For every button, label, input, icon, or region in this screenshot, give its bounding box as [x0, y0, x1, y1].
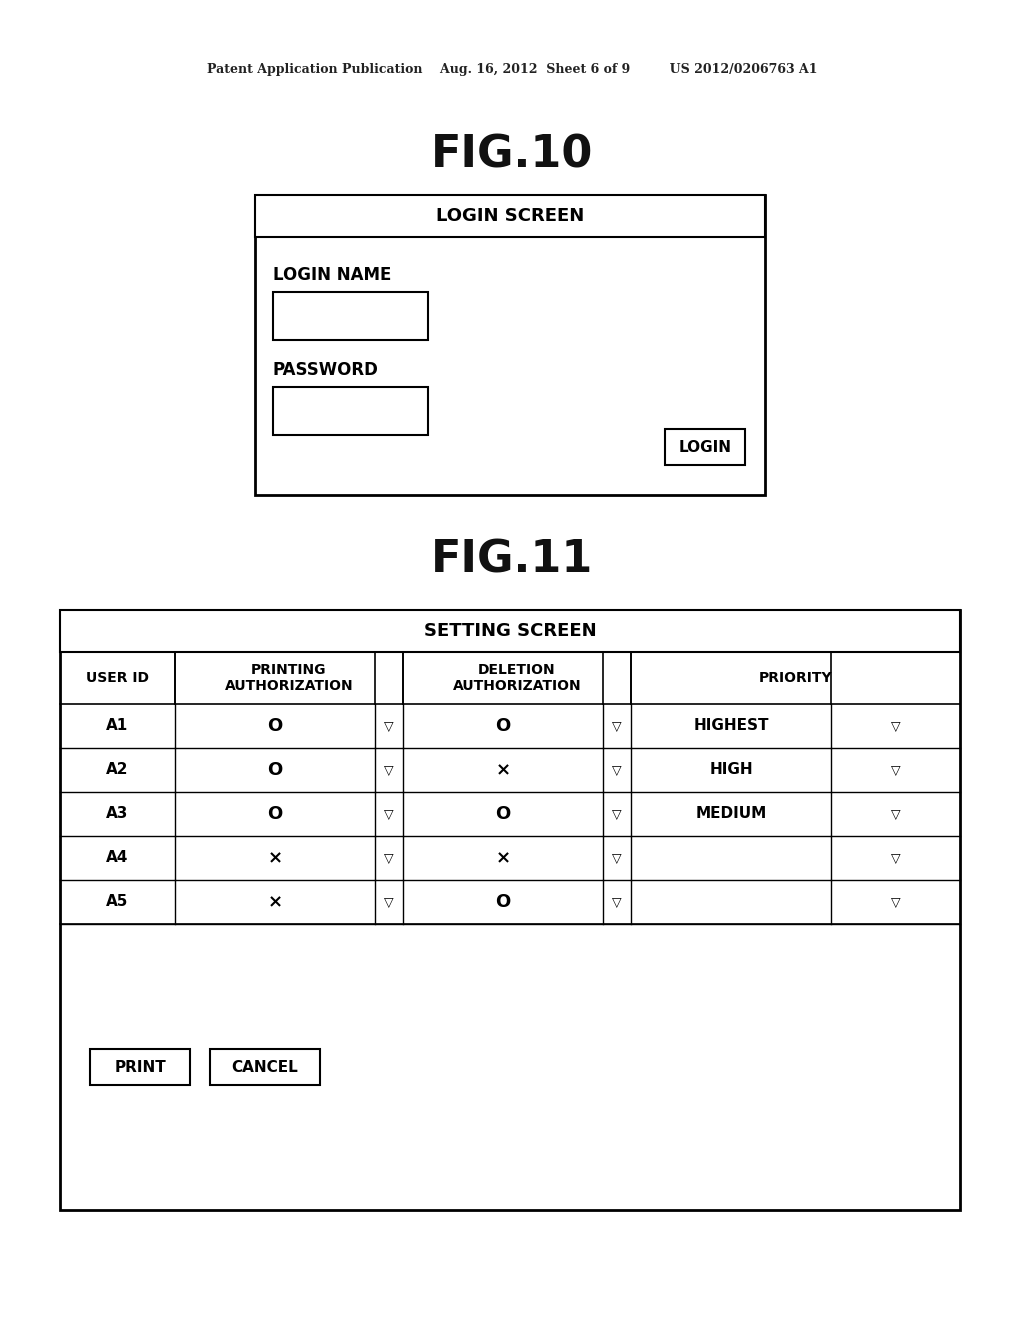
Text: ×: ×	[267, 894, 283, 911]
Text: LOGIN NAME: LOGIN NAME	[273, 267, 391, 284]
Text: FIG.10: FIG.10	[431, 133, 593, 177]
Text: ▽: ▽	[612, 895, 622, 908]
Text: ▽: ▽	[612, 851, 622, 865]
Text: ▽: ▽	[612, 719, 622, 733]
Text: PRINTING
AUTHORIZATION: PRINTING AUTHORIZATION	[224, 663, 353, 693]
Text: ▽: ▽	[891, 808, 900, 821]
Text: A5: A5	[106, 895, 129, 909]
Text: FIG.11: FIG.11	[431, 539, 593, 582]
Text: ▽: ▽	[384, 851, 394, 865]
Text: ▽: ▽	[612, 763, 622, 776]
Text: LOGIN: LOGIN	[679, 440, 731, 454]
Text: DELETION
AUTHORIZATION: DELETION AUTHORIZATION	[453, 663, 582, 693]
Bar	[273, 387, 428, 436]
Text: CANCEL: CANCEL	[231, 1060, 298, 1074]
Text: ▽: ▽	[891, 851, 900, 865]
Bar	[210, 1049, 319, 1085]
Text: LOGIN SCREEN: LOGIN SCREEN	[436, 207, 584, 224]
Text: ×: ×	[267, 849, 283, 867]
Text: ▽: ▽	[384, 763, 394, 776]
Bar	[665, 429, 745, 465]
Text: O: O	[267, 805, 283, 822]
Text: HIGH: HIGH	[710, 763, 753, 777]
Text: ×: ×	[496, 849, 511, 867]
Text: HIGHEST: HIGHEST	[693, 718, 769, 734]
Text: ▽: ▽	[384, 808, 394, 821]
Text: SETTING SCREEN: SETTING SCREEN	[424, 622, 596, 640]
Text: O: O	[496, 894, 511, 911]
Text: O: O	[267, 717, 283, 735]
Text: ×: ×	[496, 762, 511, 779]
Bar	[273, 292, 428, 341]
Text: A2: A2	[106, 763, 129, 777]
Text: PASSWORD: PASSWORD	[273, 360, 379, 379]
Text: ▽: ▽	[891, 763, 900, 776]
Text: A4: A4	[106, 850, 129, 866]
Text: O: O	[267, 762, 283, 779]
Text: ▽: ▽	[384, 895, 394, 908]
Text: PRINT: PRINT	[114, 1060, 166, 1074]
Text: ▽: ▽	[891, 895, 900, 908]
Bar	[60, 610, 961, 652]
Bar	[255, 195, 765, 238]
Bar	[255, 195, 765, 495]
Bar	[90, 1049, 190, 1085]
Text: O: O	[496, 717, 511, 735]
Text: MEDIUM: MEDIUM	[695, 807, 767, 821]
Text: A1: A1	[106, 718, 129, 734]
Text: O: O	[496, 805, 511, 822]
Text: ▽: ▽	[384, 719, 394, 733]
Text: ▽: ▽	[612, 808, 622, 821]
Text: PRIORITY: PRIORITY	[759, 671, 833, 685]
Text: Patent Application Publication    Aug. 16, 2012  Sheet 6 of 9         US 2012/02: Patent Application Publication Aug. 16, …	[207, 63, 817, 77]
Text: A3: A3	[106, 807, 129, 821]
Text: ▽: ▽	[891, 719, 900, 733]
Bar	[60, 610, 961, 1210]
Text: USER ID: USER ID	[86, 671, 150, 685]
